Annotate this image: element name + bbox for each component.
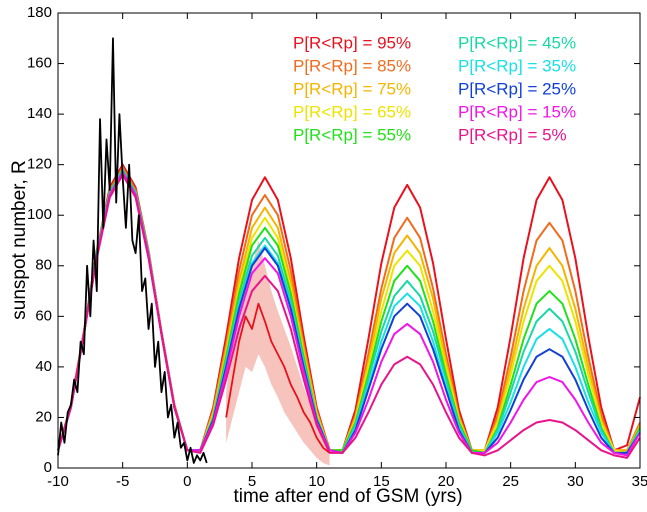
y-tick-label: 60 [35, 307, 52, 324]
y-tick-label: 180 [27, 4, 52, 21]
y-tick-label: 0 [44, 459, 52, 476]
legend-entry: P[R<Rp] = 95% [293, 33, 411, 52]
series-line [57, 173, 641, 459]
series-line [57, 166, 641, 452]
series-line [57, 168, 641, 454]
legend-entry: P[R<Rp] = 35% [458, 56, 576, 75]
legend-entry: P[R<Rp] = 15% [458, 102, 576, 121]
x-tick-label: 5 [248, 473, 256, 490]
history-line [57, 37, 208, 464]
x-tick-label: 10 [308, 473, 325, 490]
x-tick-label: 30 [567, 473, 584, 490]
legend-entry: P[R<Rp] = 5% [458, 125, 567, 144]
y-tick-label: 80 [35, 257, 52, 274]
y-axis-label: sunspot number, R [9, 160, 30, 319]
legend-entry: P[R<Rp] = 25% [458, 79, 576, 98]
x-tick-label: 15 [373, 473, 390, 490]
series-line [57, 171, 641, 457]
series-line [57, 163, 641, 452]
legend-entry: P[R<Rp] = 85% [293, 56, 411, 75]
x-tick-label: 20 [438, 473, 455, 490]
legend-entry: P[R<Rp] = 45% [458, 33, 576, 52]
legend-entry: P[R<Rp] = 55% [293, 125, 411, 144]
legend-entry: P[R<Rp] = 65% [293, 102, 411, 121]
x-tick-label: -5 [116, 473, 129, 490]
x-tick-label: 35 [632, 473, 647, 490]
y-tick-label: 140 [27, 105, 52, 122]
series-line [57, 168, 641, 452]
x-tick-label: 0 [183, 473, 191, 490]
x-axis-label: time after end of GSM (yrs) [233, 486, 462, 507]
legend-entry: P[R<Rp] = 75% [293, 79, 411, 98]
y-tick-label: 100 [27, 206, 52, 223]
x-tick-label: -10 [47, 473, 69, 490]
x-tick-label: 25 [502, 473, 519, 490]
y-tick-label: 160 [27, 55, 52, 72]
y-tick-label: 20 [35, 408, 52, 425]
plot-frame [57, 12, 641, 469]
observed-line [225, 302, 331, 454]
y-tick-label: 40 [35, 358, 52, 375]
y-tick-label: 120 [27, 156, 52, 173]
